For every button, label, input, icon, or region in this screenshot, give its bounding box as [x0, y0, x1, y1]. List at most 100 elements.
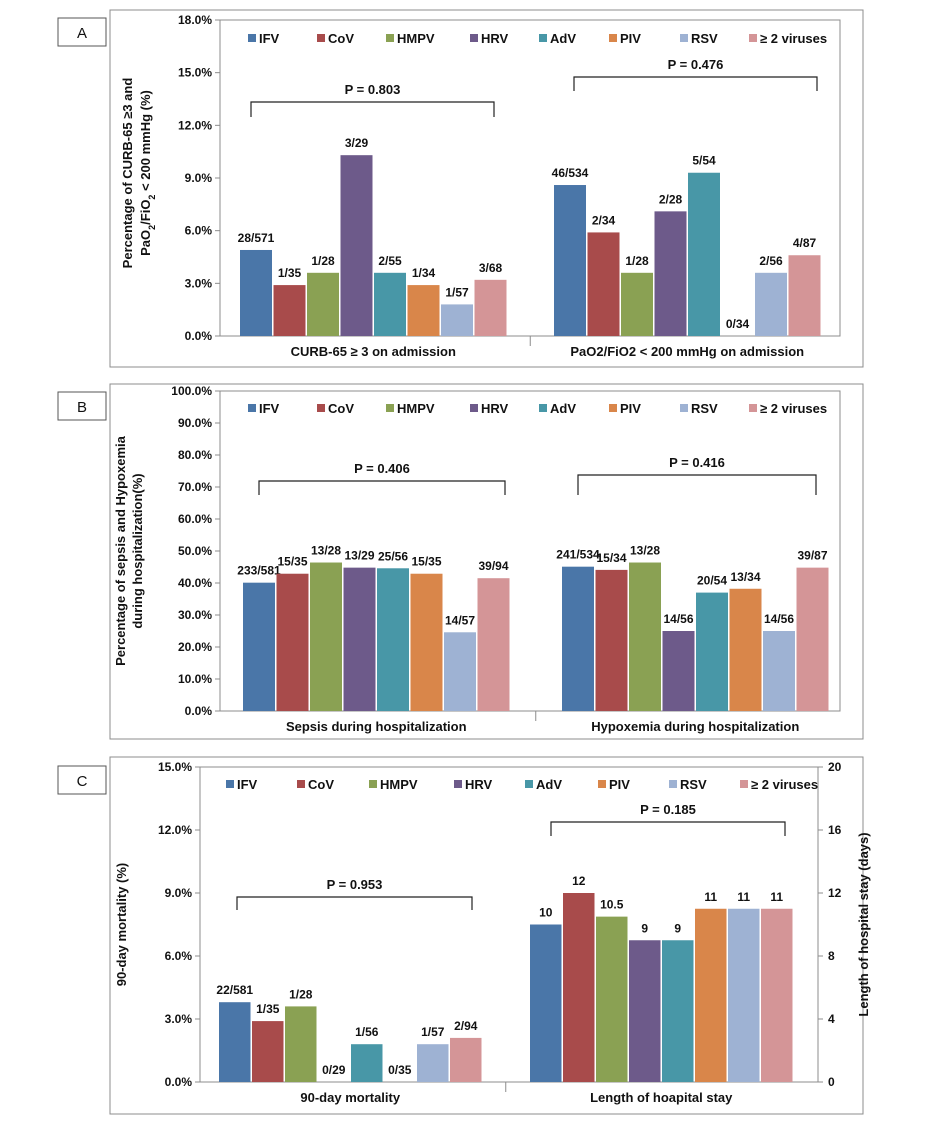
- category-label: Sepsis during hospitalization: [286, 719, 467, 734]
- data-label: 20/54: [697, 574, 727, 588]
- data-label: 15/35: [411, 555, 441, 569]
- panel-letter: B: [77, 399, 87, 416]
- panel-label-box: [57, 17, 107, 47]
- data-label: 28/571: [238, 231, 275, 245]
- panel-frame: [109, 9, 864, 368]
- bar: [788, 255, 821, 336]
- data-label: 1/35: [278, 266, 302, 280]
- y-tick-label: 18.0%: [178, 13, 212, 27]
- data-label: 1/56: [355, 1025, 379, 1039]
- legend-swatch: [609, 404, 617, 412]
- y-tick-label: 40.0%: [178, 576, 212, 590]
- legend-label: IFV: [259, 31, 280, 46]
- bar: [474, 279, 507, 336]
- y2-axis-label: Length of hospital stay (days): [856, 832, 871, 1016]
- bar: [240, 249, 272, 336]
- data-label: 3/68: [479, 261, 503, 275]
- bar: [252, 1021, 284, 1082]
- panel-a: A 0.0% 3.0% 6.0% 9.0% 12.0% 15.0% 18.0% Percenta…: [57, 9, 864, 368]
- panel-frame: [109, 383, 864, 740]
- data-label: 0/35: [388, 1063, 412, 1077]
- legend-swatch: [539, 34, 547, 42]
- legend-swatch: [369, 780, 377, 788]
- panel-frame: [109, 756, 864, 1115]
- bar: [343, 567, 376, 711]
- bar: [654, 211, 687, 336]
- bar: [562, 566, 594, 711]
- data-label: 13/29: [344, 549, 374, 563]
- data-label: 10: [539, 906, 553, 920]
- bar: [761, 908, 793, 1082]
- legend-swatch: [749, 34, 757, 42]
- legend-swatch: [598, 780, 606, 788]
- y2-tick-label: 0: [828, 1075, 835, 1089]
- bar: [273, 285, 306, 336]
- data-label: 2/34: [592, 213, 616, 227]
- bar: [596, 916, 628, 1082]
- bar: [688, 172, 720, 336]
- y-tick-label: 12.0%: [158, 823, 192, 837]
- data-label: 22/581: [216, 983, 253, 997]
- legend-label: HMPV: [380, 777, 418, 792]
- legend-label: PIV: [620, 31, 641, 46]
- legend-label: AdV: [550, 401, 576, 416]
- bar: [662, 631, 695, 711]
- data-label: 15/35: [277, 555, 307, 569]
- data-label: 1/28: [625, 254, 649, 268]
- legend-swatch: [454, 780, 462, 788]
- legend-swatch: [669, 780, 677, 788]
- data-label: 1/34: [412, 266, 436, 280]
- data-label: 2/28: [659, 192, 683, 206]
- significance-bracket: [258, 480, 506, 495]
- legend-label: RSV: [680, 777, 707, 792]
- data-label: 13/28: [311, 544, 341, 558]
- y-tick-label: 0.0%: [185, 329, 213, 343]
- data-label: 0/34: [726, 317, 750, 331]
- data-label: 241/534: [556, 548, 600, 562]
- legend-swatch: [248, 404, 256, 412]
- bar: [351, 1044, 383, 1082]
- data-label: 2/55: [378, 254, 402, 268]
- bar: [243, 582, 275, 711]
- legend-swatch: [525, 780, 533, 788]
- y-tick-label: 80.0%: [178, 448, 212, 462]
- bar: [729, 588, 762, 711]
- category-label: Hypoxemia during hospitalization: [591, 719, 799, 734]
- y-axis-label: 90-day mortality (%): [114, 863, 129, 987]
- legend-label: HMPV: [397, 401, 435, 416]
- data-label: 0/29: [322, 1063, 346, 1077]
- legend-swatch: [297, 780, 305, 788]
- panel-label-box: [57, 765, 107, 795]
- bar: [307, 272, 339, 336]
- y-tick-label: 70.0%: [178, 480, 212, 494]
- y-tick-label: 50.0%: [178, 544, 212, 558]
- data-label: 2/56: [759, 254, 783, 268]
- data-label: 14/56: [663, 612, 693, 626]
- panel-letter: C: [77, 773, 88, 790]
- bar: [763, 631, 795, 711]
- bar: [563, 893, 595, 1082]
- bar: [755, 272, 787, 336]
- y-tick-label: 60.0%: [178, 512, 212, 526]
- legend-swatch: [680, 34, 688, 42]
- legend-swatch: [680, 404, 688, 412]
- bar: [285, 1006, 317, 1082]
- legend-swatch: [749, 404, 757, 412]
- legend-label: HRV: [465, 777, 493, 792]
- bar: [417, 1044, 449, 1082]
- legend-label: HRV: [481, 31, 509, 46]
- p-value-label: P = 0.185: [640, 802, 696, 817]
- y2-tick-label: 4: [828, 1012, 835, 1026]
- category-label: CURB-65 ≥ 3 on admission: [291, 344, 456, 359]
- bar: [410, 573, 443, 711]
- bar: [728, 908, 760, 1082]
- legend-label: HMPV: [397, 31, 435, 46]
- legend-swatch: [248, 34, 256, 42]
- y-tick-label: 90.0%: [178, 416, 212, 430]
- y2-tick-label: 20: [828, 760, 842, 774]
- bar: [696, 592, 728, 711]
- data-label: 39/87: [797, 549, 827, 563]
- y-tick-label: 9.0%: [185, 171, 213, 185]
- bar: [219, 1002, 251, 1082]
- legend-swatch: [317, 34, 325, 42]
